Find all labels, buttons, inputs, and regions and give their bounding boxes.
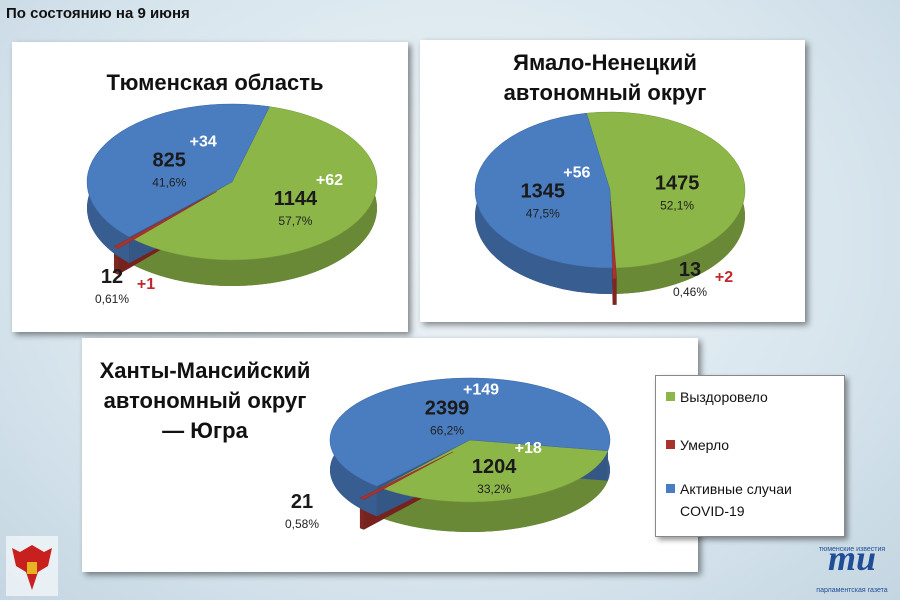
slice	[610, 200, 617, 280]
value-label: 2399	[425, 398, 470, 420]
legend-label: Умерло	[680, 437, 730, 453]
date-note: По состоянию на 9 июня	[6, 5, 190, 22]
value-label: 1204	[472, 456, 517, 478]
legend: Выздоровело Умерло Активные случаи COVID-1…	[655, 375, 845, 537]
logo-bottom: парламентская газета	[816, 587, 887, 594]
value-label: 1345	[521, 181, 566, 203]
logo-mark: ти	[828, 538, 876, 578]
pie: 1204 33,2% +18 21 0,58% 2399 66,2% +149	[285, 377, 611, 533]
share-label: 0,61%	[95, 292, 129, 306]
legend-swatch	[666, 392, 675, 401]
legend-label: Выздоровело	[680, 389, 768, 405]
share-label: 0,46%	[673, 285, 707, 299]
legend-label: Активные случаи COVID-19	[680, 481, 792, 519]
increment-label: +149	[463, 382, 499, 399]
value-label: 13	[679, 259, 701, 281]
increment-label: +34	[190, 133, 217, 150]
chart-title: Ханты-Мансийский автономный округ — Югра	[99, 358, 311, 443]
slice-side	[612, 278, 617, 305]
share-label: 52,1%	[660, 199, 694, 213]
increment-label: +56	[563, 165, 590, 182]
slice-side	[380, 450, 608, 533]
logo-top: тюменские известия	[819, 546, 886, 553]
share-label: 33,2%	[477, 482, 511, 496]
value-label: 825	[153, 149, 186, 171]
legend-item: Выздоровело	[666, 386, 835, 408]
value-label: 12	[101, 266, 123, 288]
pie: 1144 57,7% +62 12 0,61% +1 825 41,6% +34	[86, 103, 378, 306]
slice	[359, 451, 454, 500]
share-label: 47,5%	[526, 207, 560, 221]
share-label: 41,6%	[152, 175, 186, 189]
slice	[380, 439, 609, 503]
value-label: 1144	[274, 188, 318, 210]
slice-side	[133, 106, 378, 287]
legend-item: Активные случаи COVID-19	[666, 478, 835, 522]
legend-swatch	[666, 484, 675, 493]
increment-label: +18	[515, 440, 542, 457]
slice	[474, 112, 613, 269]
value-label: 21	[291, 491, 313, 513]
slice	[329, 377, 611, 487]
slice	[586, 111, 746, 269]
value-label: 1475	[655, 173, 700, 195]
increment-label: +62	[316, 172, 343, 189]
legend-swatch	[666, 440, 675, 449]
slice	[132, 106, 378, 261]
chart-title: Тюменская область	[106, 70, 324, 95]
share-label: 66,2%	[430, 424, 464, 438]
slice	[86, 103, 270, 238]
increment-label: +2	[715, 269, 733, 286]
chart-title: Ямало-Ненецкий автономный округ	[503, 50, 707, 105]
legend-item: Умерло	[666, 434, 835, 456]
coat-of-arms	[6, 536, 58, 596]
increment-label: +1	[137, 276, 155, 293]
pie: 1475 52,1% 13 0,46% +2 1345 47,5% +56	[474, 111, 746, 305]
share-label: 57,7%	[278, 214, 312, 228]
slice	[113, 191, 217, 249]
share-label: 0,58%	[285, 517, 319, 531]
